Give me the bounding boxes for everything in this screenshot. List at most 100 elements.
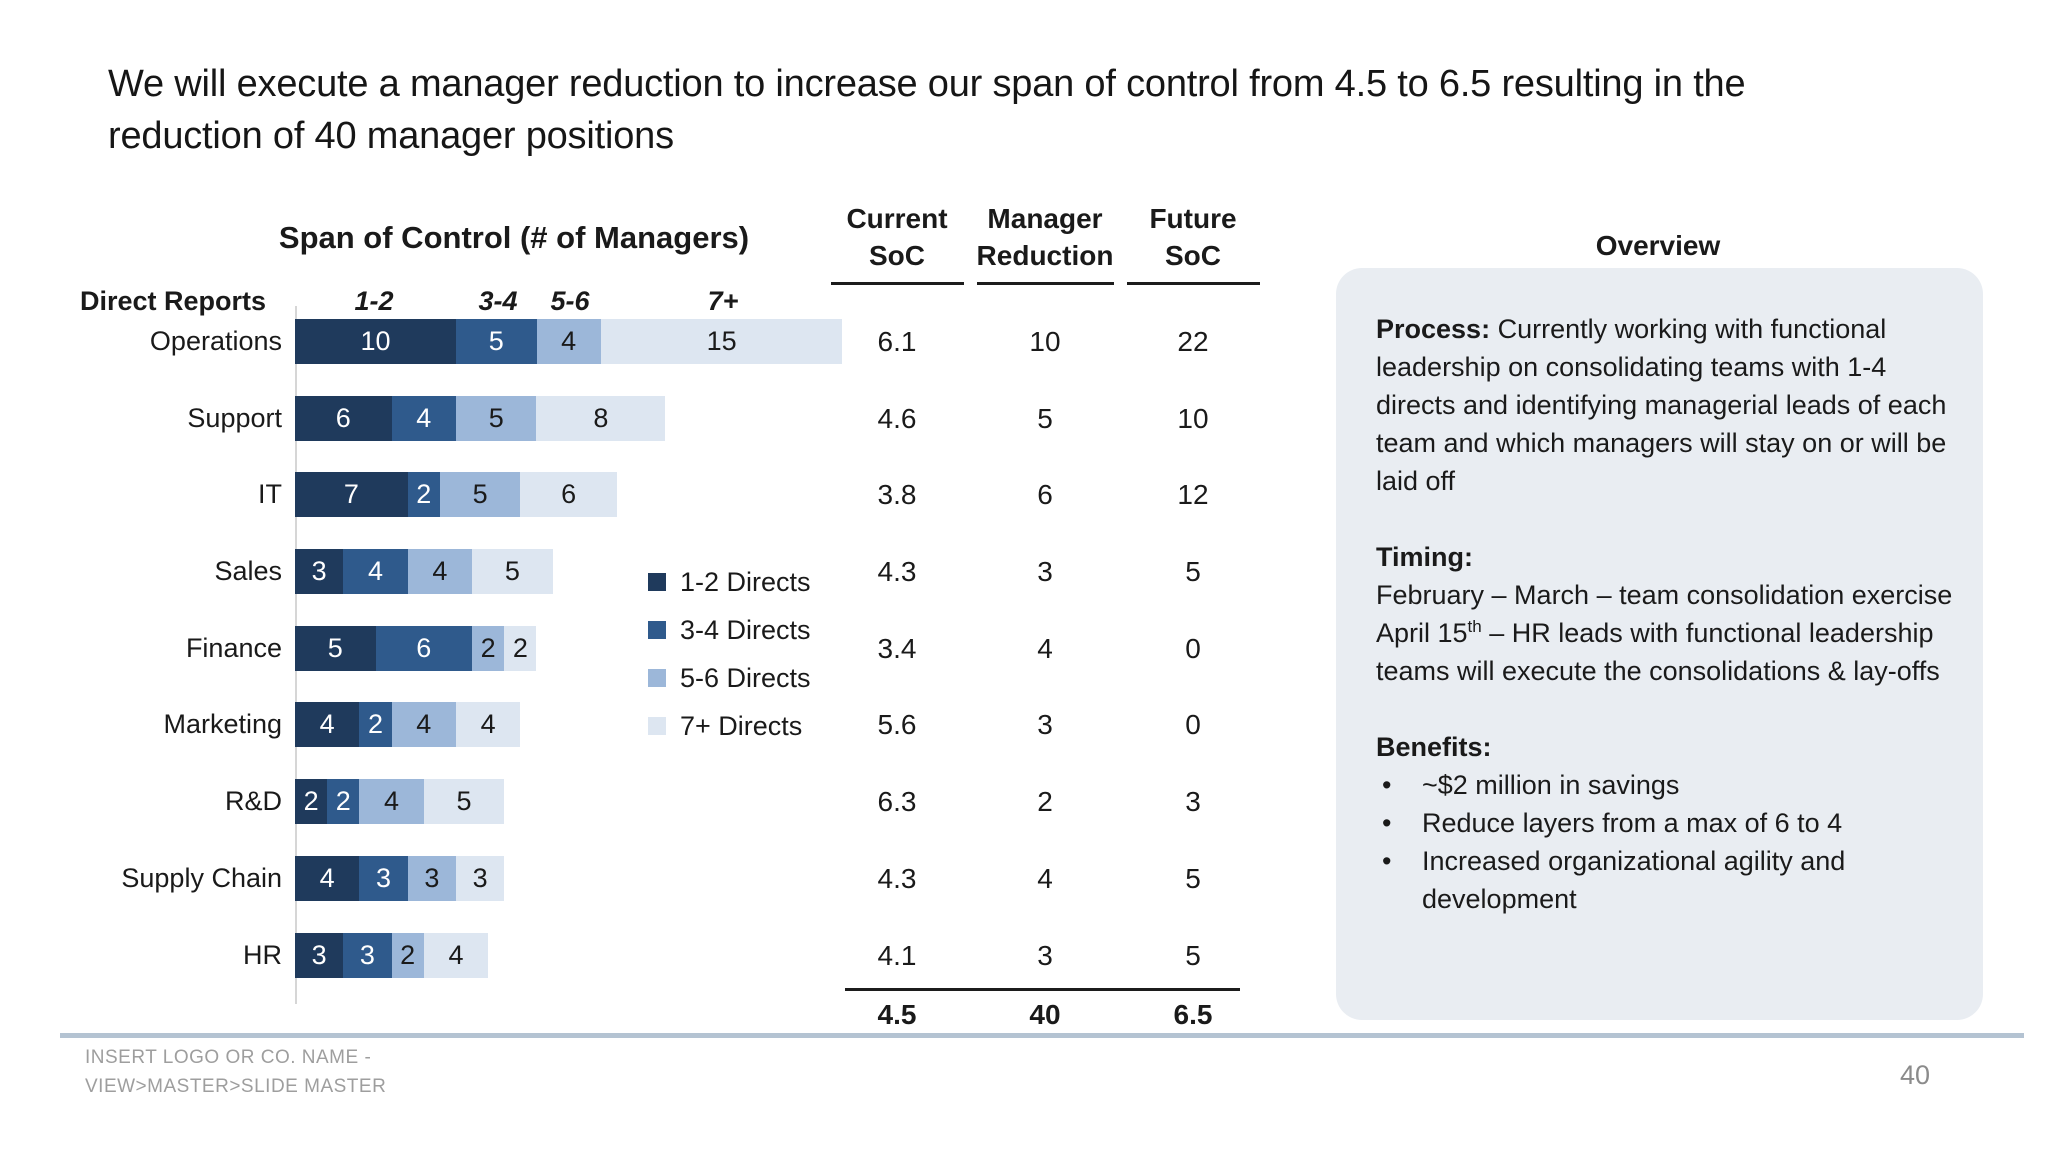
bar-segment: 3 <box>455 856 505 901</box>
table-cell: 4.1 <box>877 940 917 971</box>
segment-value: 4 <box>432 556 448 586</box>
legend-label: 3-4 Directs <box>680 614 811 645</box>
segment-value: 5 <box>488 326 504 356</box>
bar-row: 4 3 3 3 <box>295 856 505 901</box>
footer-placeholder-text: INSERT LOGO OR CO. NAME - VIEW>MASTER>SL… <box>85 1043 386 1101</box>
table-cell: 0 <box>1185 633 1201 664</box>
page-number: 40 <box>1899 1060 1931 1090</box>
category-label: Supply Chain <box>121 863 282 893</box>
segment-value: 4 <box>367 556 383 586</box>
category-label: Sales <box>214 556 282 586</box>
bar-segment: 4 <box>391 396 456 441</box>
bullet-text: ~$2 million in savings <box>1422 770 1680 800</box>
table-cell: 5 <box>1185 556 1201 587</box>
legend-item: 7+ Directs <box>648 702 888 750</box>
segment-value: 2 <box>335 786 351 816</box>
slide-title-line2: reduction of 40 manager positions <box>108 115 674 157</box>
table-cell: 4 <box>1037 633 1053 664</box>
table-cell: 4 <box>1037 863 1053 894</box>
chart-row-header: Direct Reports <box>80 286 267 316</box>
segment-value: 2 <box>367 709 383 739</box>
timing-april-pre: April 15 <box>1376 618 1468 648</box>
bar-segment: 3 <box>359 856 408 901</box>
timing-april-sup: th <box>1467 617 1482 636</box>
bar-segment: 6 <box>375 626 473 671</box>
table-header-line: Manager <box>987 203 1103 234</box>
bar-segment: 4 <box>391 702 456 747</box>
footer-line2: VIEW>MASTER>SLIDE MASTER <box>85 1076 387 1097</box>
segment-value: 4 <box>416 403 432 433</box>
segment-value: 4 <box>416 709 432 739</box>
spacer <box>1376 690 1953 728</box>
segment-value: 4 <box>480 709 496 739</box>
legend-swatch <box>648 573 666 591</box>
process-label: Process: <box>1376 314 1491 344</box>
timing-line2: April 15th – HR leads with functional le… <box>1376 614 1953 690</box>
segment-value: 4 <box>384 786 400 816</box>
segment-value: 3 <box>376 863 392 893</box>
segment-value: 3 <box>424 863 440 893</box>
timing-april-post: – HR leads with functional leadership te… <box>1376 618 1940 686</box>
bar-segment: 3 <box>407 856 456 901</box>
total-value: 4.5 <box>877 999 917 1030</box>
process-text: Currently working with functional leader… <box>1376 314 1947 496</box>
table-cell: 3 <box>1037 556 1053 587</box>
table-header: Current SoC <box>830 200 964 285</box>
segment-value: 2 <box>480 633 496 663</box>
chart-column-header: 3-4 <box>478 286 518 316</box>
table-cell: 5 <box>1185 940 1201 971</box>
table-total-rule <box>845 988 1240 991</box>
bullet-text: Reduce layers from a max of 6 to 4 <box>1422 808 1843 838</box>
timing-label: Timing: <box>1376 542 1473 572</box>
table-header: Manager Reduction <box>976 200 1114 285</box>
bar-segment: 7 <box>295 472 408 517</box>
slide-title-line1: We will execute a manager reduction to i… <box>108 63 1746 105</box>
segment-value: 10 <box>360 326 391 356</box>
segment-value: 5 <box>504 556 520 586</box>
segment-value: 6 <box>561 479 577 509</box>
segment-value: 3 <box>472 863 488 893</box>
bar-segment: 4 <box>407 549 473 594</box>
category-label: R&D <box>224 786 282 816</box>
category-label: Marketing <box>163 709 282 739</box>
benefits-label: Benefits: <box>1376 732 1492 762</box>
bar-segment: 2 <box>472 626 505 671</box>
bar-segment: 5 <box>295 626 376 671</box>
table-cell: 0 <box>1185 709 1201 740</box>
table-cell: 10 <box>1177 403 1209 434</box>
benefits-list: • ~$2 million in savings • Reduce layers fr… <box>1376 766 1953 918</box>
table-cell: 6 <box>1037 479 1053 510</box>
bar-segment: 2 <box>327 779 360 824</box>
segment-value: 6 <box>335 403 351 433</box>
footer-line1: INSERT LOGO OR CO. NAME - <box>85 1047 372 1068</box>
legend-swatch <box>648 669 666 687</box>
segment-value: 8 <box>593 403 609 433</box>
bar-segment: 6 <box>295 396 392 441</box>
segment-value: 3 <box>311 556 327 586</box>
overview-heading: Overview <box>1595 230 1721 261</box>
bullet-text: Increased organizational agility and dev… <box>1422 846 1846 914</box>
bar-segment: 2 <box>407 472 440 517</box>
bar-segment: 8 <box>536 396 666 441</box>
category-label: Support <box>187 403 282 433</box>
table-cell: 3.4 <box>877 633 917 664</box>
table-cell: 3.8 <box>877 479 917 510</box>
category-label: Finance <box>185 633 282 663</box>
bar-segment: 4 <box>423 933 489 978</box>
bullet-item: • Reduce layers from a max of 6 to 4 <box>1376 804 1953 842</box>
bullet-marker: • <box>1382 846 1392 876</box>
segment-value: 6 <box>416 633 432 663</box>
legend-swatch <box>648 621 666 639</box>
segment-value: 5 <box>488 403 504 433</box>
table-cell: 22 <box>1177 326 1209 357</box>
table-cell: 3 <box>1037 940 1053 971</box>
bar-segment: 5 <box>423 779 505 824</box>
bar-segment: 10 <box>295 319 456 364</box>
bar-segment: 5 <box>472 549 553 594</box>
spacer <box>1376 500 1953 538</box>
bar-segment: 4 <box>295 702 360 747</box>
chart-title: Span of Control (# of Managers) <box>278 220 750 255</box>
bar-segment: 15 <box>600 319 843 364</box>
legend-label: 5-6 Directs <box>680 662 811 693</box>
